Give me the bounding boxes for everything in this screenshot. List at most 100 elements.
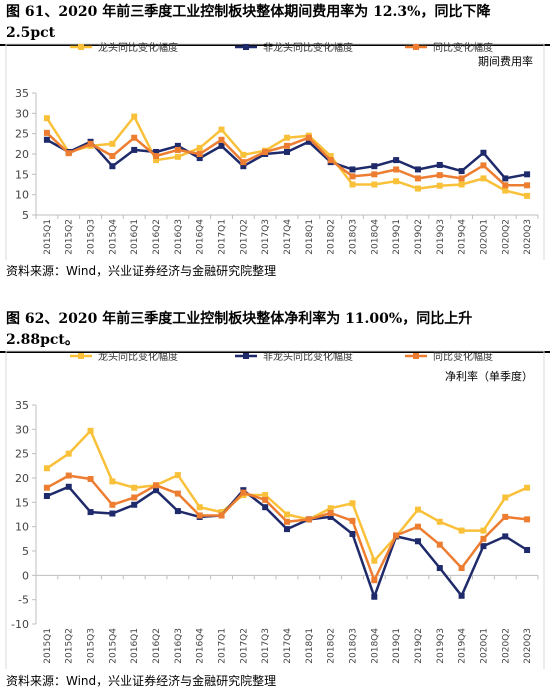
data-point: [87, 427, 94, 434]
data-point: [327, 510, 334, 517]
data-point: [524, 171, 531, 178]
x-tick-label: 2018Q1: [305, 628, 315, 664]
legend-label: 龙头同比变化幅度: [98, 350, 178, 363]
data-point: [371, 577, 378, 584]
x-tick-label: 2019Q4: [458, 628, 468, 664]
data-point: [87, 140, 94, 147]
data-point: [153, 482, 160, 489]
data-point: [393, 166, 400, 173]
data-point: [458, 565, 465, 572]
data-point: [174, 472, 181, 479]
y-tick-label: -5: [18, 594, 29, 607]
data-point: [262, 496, 269, 503]
data-point: [65, 150, 72, 157]
y-tick-label: 35: [15, 87, 29, 100]
x-tick-label: 2016Q2: [152, 219, 162, 255]
x-tick-label: 2017Q3: [261, 219, 271, 255]
x-tick-label: 2016Q1: [130, 219, 140, 255]
y-tick-label: 15: [15, 496, 29, 509]
data-point: [262, 504, 269, 511]
x-tick-label: 2015Q4: [108, 628, 118, 664]
data-point: [153, 157, 160, 164]
data-point: [305, 138, 312, 145]
data-point: [284, 142, 290, 149]
legend-swatch-marker: [243, 44, 249, 50]
data-point: [327, 153, 334, 160]
data-point: [305, 516, 312, 523]
data-point: [349, 173, 356, 180]
data-point: [480, 527, 487, 534]
figure-62-rule: [0, 351, 550, 353]
data-point: [284, 518, 290, 525]
x-tick-label: 2017Q4: [283, 219, 293, 255]
data-point: [109, 478, 116, 485]
data-point: [524, 516, 531, 523]
y-tick-label: 25: [15, 448, 29, 461]
legend-label: 龙头同比变化幅度: [98, 41, 178, 54]
data-point: [305, 134, 312, 141]
x-tick-label: 2015Q4: [108, 219, 118, 255]
data-point: [414, 506, 421, 513]
data-point: [196, 512, 203, 519]
data-point: [153, 148, 160, 155]
data-point: [196, 155, 203, 162]
x-tick-label: 2018Q3: [348, 219, 358, 255]
data-point: [524, 192, 531, 199]
x-tick-label: 2017Q2: [239, 219, 249, 255]
data-point: [284, 134, 290, 141]
figure-62-source: 资料来源：Wind，兴业证券经济与金融研究院整理: [6, 674, 277, 688]
data-point: [65, 450, 72, 457]
x-tick-label: 2019Q2: [414, 219, 424, 255]
chart-frame: [5, 350, 545, 669]
chart-title: 期间费用率: [478, 54, 533, 68]
x-tick-label: 2019Q1: [392, 628, 402, 664]
x-tick-label: 2016Q2: [152, 628, 162, 664]
x-tick-label: 2020Q2: [501, 628, 511, 664]
data-point: [284, 526, 290, 533]
data-point: [43, 129, 50, 136]
x-tick-label: 2016Q1: [130, 628, 140, 664]
x-tick-label: 2018Q4: [370, 628, 380, 664]
chart-frame: [5, 43, 545, 260]
data-point: [153, 153, 160, 160]
data-point: [109, 501, 116, 508]
data-point: [502, 533, 509, 540]
data-point: [218, 126, 225, 133]
data-point: [393, 157, 400, 164]
data-point: [131, 146, 138, 153]
y-tick-label: 15: [15, 168, 29, 181]
data-point: [109, 153, 116, 160]
data-point: [109, 163, 116, 170]
data-point: [502, 175, 509, 182]
x-tick-label: 2015Q1: [43, 219, 53, 255]
y-tick-label: 10: [15, 189, 29, 202]
x-tick-label: 2017Q1: [218, 219, 228, 255]
data-point: [436, 518, 443, 525]
legend-label: 非龙头同比变化幅度: [263, 350, 353, 363]
legend-swatch-marker: [413, 353, 419, 359]
x-tick-label: 2018Q1: [305, 219, 315, 255]
data-point: [174, 146, 181, 153]
data-point: [371, 163, 378, 170]
data-point: [349, 500, 356, 507]
data-point: [262, 148, 269, 155]
data-point: [196, 504, 203, 511]
data-point: [196, 144, 203, 151]
figure-61-title-line1: 图 61、2020 年前三季度工业控制板块整体期间费用率为 12.3%，同比下降: [6, 4, 491, 20]
data-point: [458, 175, 465, 182]
data-point: [240, 151, 247, 158]
x-tick-label: 2020Q3: [523, 219, 533, 255]
data-point: [153, 487, 160, 494]
figure-61-title: 图 61、2020 年前三季度工业控制板块整体期间费用率为 12.3%，同比下降…: [6, 2, 490, 44]
x-tick-label: 2015Q2: [65, 219, 75, 255]
data-point: [393, 532, 400, 539]
data-point: [524, 484, 531, 491]
figure-61-source: 资料来源：Wind，兴业证券经济与金融研究院整理: [6, 264, 277, 278]
y-tick-label: 30: [15, 423, 29, 436]
x-tick-label: 2016Q4: [196, 219, 206, 255]
data-point: [240, 159, 247, 166]
data-point: [480, 162, 487, 169]
data-point: [131, 134, 138, 141]
x-tick-label: 2015Q1: [43, 628, 53, 664]
